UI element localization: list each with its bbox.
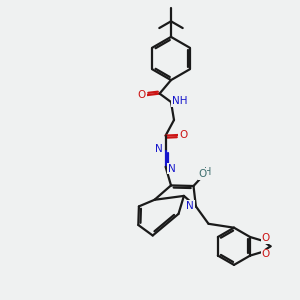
Text: H: H <box>204 167 211 177</box>
Text: N: N <box>168 164 176 174</box>
Text: O: O <box>138 90 146 100</box>
Text: O: O <box>262 233 270 243</box>
Text: O: O <box>262 249 270 260</box>
Text: NH: NH <box>172 96 188 106</box>
Text: N: N <box>155 144 163 154</box>
Text: O: O <box>198 169 207 179</box>
Text: O: O <box>179 130 188 140</box>
Text: N: N <box>186 201 194 211</box>
